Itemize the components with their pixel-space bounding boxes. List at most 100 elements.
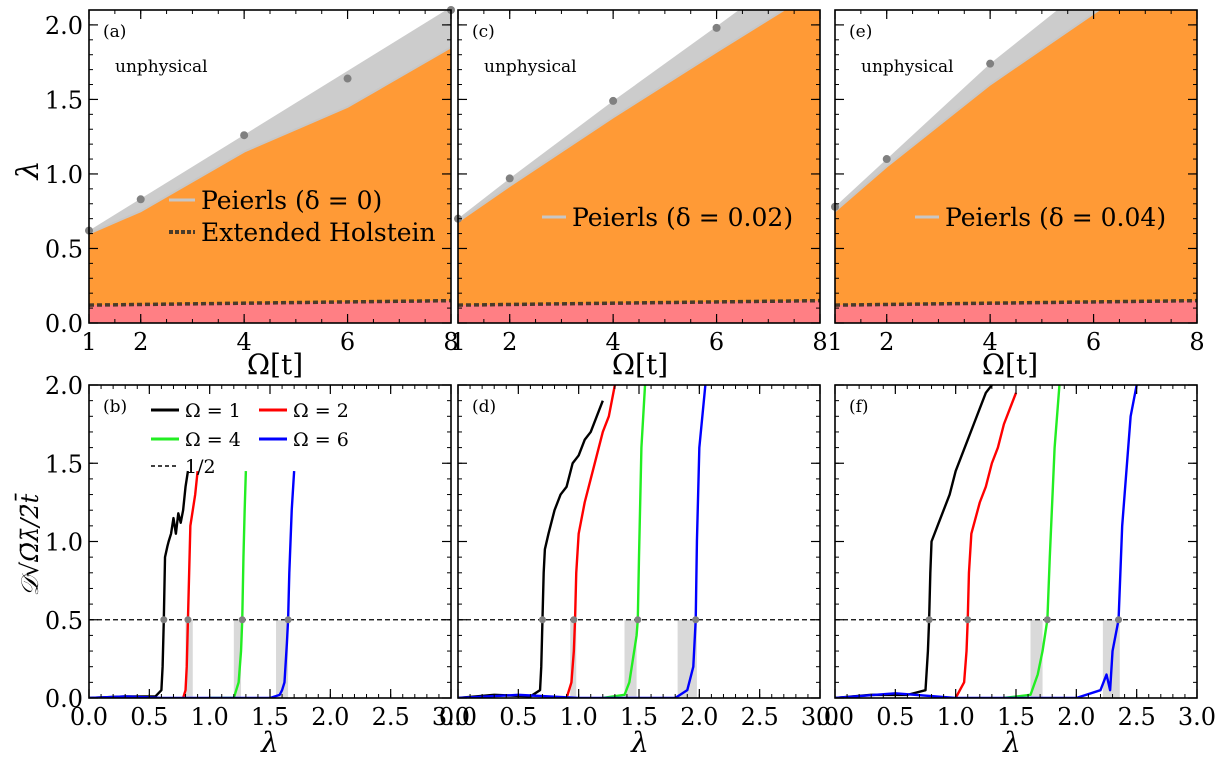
x-axis-title-d: λ <box>630 726 649 757</box>
legend-label: Ω = 1 <box>185 400 241 422</box>
data-point <box>505 174 514 183</box>
x-tick-label: 1 <box>450 328 465 356</box>
data-point <box>240 131 249 140</box>
x-tick-label: 4 <box>606 328 621 356</box>
x-tick-label: 8 <box>812 328 827 356</box>
x-axis-title-e: Ω[t] <box>982 348 1038 381</box>
crossing-point <box>692 616 700 624</box>
crossing-point <box>184 616 192 624</box>
data-point <box>882 155 891 164</box>
data-point <box>609 96 618 105</box>
x-tick-label: 2.5 <box>1118 703 1156 731</box>
legend-label-peierls: Peierls (δ = 0.02) <box>572 203 793 232</box>
panel-c: unphysical Peierls (δ = 0.02) (c) 1 2 4 6 8 <box>450 9 828 356</box>
panel-e: unphysical Peierls (δ = 0.04) (e) 1 2 4 6 8 <box>827 9 1205 356</box>
series-line <box>565 385 617 698</box>
y-tick-label: 0.0 <box>45 310 83 338</box>
x-tick-label: 0.0 <box>70 703 108 731</box>
data-point <box>343 74 352 83</box>
panel-label: (a) <box>103 22 126 42</box>
x-tick-label: 2 <box>879 328 894 356</box>
pink-region <box>835 300 1197 323</box>
axes-frame <box>834 384 1198 699</box>
y-tick-label: 1.5 <box>45 86 83 114</box>
unphysical-label: unphysical <box>115 57 208 77</box>
y-tick-label: 1.5 <box>45 450 83 478</box>
panel-label: (b) <box>103 397 127 417</box>
y-tick-label: 0.0 <box>45 685 83 713</box>
x-tick-label: 0.5 <box>499 703 537 731</box>
series-line <box>1003 385 1061 698</box>
transition-band <box>233 619 242 698</box>
x-tick-label: 2.0 <box>1057 703 1095 731</box>
axes-frame <box>88 384 452 699</box>
series-line <box>181 470 199 698</box>
series-line <box>209 471 248 698</box>
x-tick-label: 3.0 <box>801 703 839 731</box>
x-tick-label: 6 <box>1086 328 1101 356</box>
x-tick-label: 8 <box>1189 328 1204 356</box>
x-tick-label: 1.5 <box>997 703 1035 731</box>
x-tick-label: 3.0 <box>432 703 470 731</box>
data-point <box>136 195 145 204</box>
peierls-line <box>89 46 451 235</box>
peierls-line <box>458 10 785 223</box>
x-tick-label: 2.5 <box>372 703 410 731</box>
x-tick-label: 1 <box>827 328 842 356</box>
panel-b: Ω = 1 Ω = 2 Ω = 4 Ω = 6 1/2 (b) 0.0 0.5 1.0 1.5 2.… <box>45 372 470 731</box>
x-tick-label: 0.0 <box>816 703 854 731</box>
x-tick-label: 0.5 <box>876 703 914 731</box>
x-axis-title-f: λ <box>1002 726 1021 757</box>
crossing-point <box>238 616 246 624</box>
y-axis-title-top: λ <box>11 160 46 180</box>
x-axis-title-a: Ω[t] <box>247 348 303 381</box>
x-tick-label: 2.0 <box>680 703 718 731</box>
peierls-line <box>835 10 1100 212</box>
crossing-point <box>160 616 168 624</box>
unphysical-label: unphysical <box>484 57 577 77</box>
x-tick-label: 1.0 <box>937 703 975 731</box>
x-tick-label: 0.5 <box>130 703 168 731</box>
x-tick-label: 6 <box>340 328 355 356</box>
x-tick-label: 2.0 <box>311 703 349 731</box>
series-line <box>602 385 647 698</box>
plot-area <box>89 10 451 323</box>
crossing-point <box>284 616 292 624</box>
x-tick-label: 1.0 <box>560 703 598 731</box>
extended-holstein-line <box>458 298 820 307</box>
pink-region <box>89 300 451 323</box>
unphysical-label: unphysical <box>861 57 954 77</box>
y-tick-label: 2.0 <box>45 372 83 400</box>
legend-label: Ω = 6 <box>293 429 349 451</box>
orange-region <box>89 47 451 323</box>
transition-band <box>1030 619 1043 698</box>
y-tick-label: 0.5 <box>45 607 83 635</box>
x-tick-label: 6 <box>709 328 724 356</box>
y-tick-label: 1.0 <box>45 529 83 557</box>
plot-area <box>458 10 820 323</box>
data-point <box>986 59 995 68</box>
series-line <box>89 470 190 698</box>
x-tick-label: 2 <box>502 328 517 356</box>
x-tick-label: 3.0 <box>1178 703 1216 731</box>
x-tick-label: 1 <box>81 328 96 356</box>
panel-label: (c) <box>472 22 495 42</box>
legend-label-peierls: Peierls (δ = 0) <box>201 186 382 215</box>
data-point <box>712 23 721 32</box>
crossing-point <box>964 616 972 624</box>
x-tick-label: 8 <box>443 328 458 356</box>
x-axis-title-b: λ <box>260 726 279 757</box>
panel-label: (e) <box>849 22 872 42</box>
legend-label: Ω = 2 <box>293 400 349 422</box>
series-line <box>835 385 1138 698</box>
y-tick-label: 2.0 <box>45 12 83 40</box>
x-tick-label: 2 <box>133 328 148 356</box>
crossing-point <box>538 616 546 624</box>
y-tick-label: 1.0 <box>45 161 83 189</box>
panel-a: unphysical Peierls (δ = 0) Extended Holste… <box>45 6 459 356</box>
plot-area <box>89 470 451 698</box>
series-line <box>458 385 707 698</box>
transition-band <box>185 619 193 698</box>
transition-band <box>624 619 637 698</box>
